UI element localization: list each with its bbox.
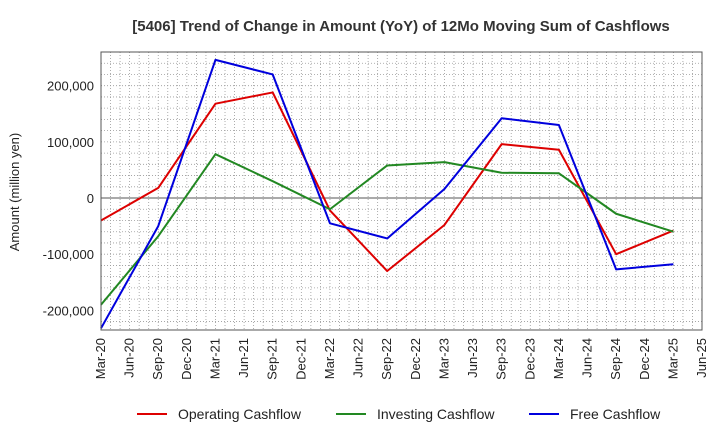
x-tick-label: Dec-23 bbox=[522, 338, 537, 380]
x-tick-label: Jun-24 bbox=[580, 338, 595, 378]
y-axis-label: Amount (million yen) bbox=[7, 133, 22, 252]
series-line-free-cashflow bbox=[100, 58, 674, 329]
x-tick-label: Mar-25 bbox=[665, 338, 680, 379]
x-tick-label: Dec-21 bbox=[293, 338, 308, 380]
x-tick-label: Mar-21 bbox=[207, 338, 222, 379]
x-tick-label: Dec-22 bbox=[408, 338, 423, 380]
x-tick-label: Mar-23 bbox=[436, 338, 451, 379]
x-tick-label: Dec-24 bbox=[637, 338, 652, 380]
y-tick-label: -200,000 bbox=[43, 303, 94, 318]
y-tick-labels: -200,000 -100,000 0 100,000 200,000 bbox=[43, 79, 94, 319]
x-tick-label: Jun-22 bbox=[351, 338, 366, 378]
grid-layer bbox=[100, 51, 703, 330]
x-tick-label: Jun-25 bbox=[694, 338, 709, 378]
series-line-investing-cashflow bbox=[100, 153, 674, 306]
series-line-operating-cashflow bbox=[100, 91, 674, 273]
x-tick-label: Sep-23 bbox=[494, 338, 509, 380]
x-tick-label: Dec-20 bbox=[179, 338, 194, 380]
x-tick-label: Jun-23 bbox=[465, 338, 480, 378]
legend-label: Free Cashflow bbox=[570, 406, 661, 422]
x-tick-labels: Mar-20 Jun-20 Sep-20 Dec-20 Mar-21 Jun-21 Sep-… bbox=[93, 338, 709, 380]
y-tick-label: 200,000 bbox=[47, 79, 94, 94]
plot-frame bbox=[100, 51, 703, 331]
y-tick-label: 0 bbox=[87, 191, 94, 206]
x-tick-label: Jun-21 bbox=[236, 338, 251, 378]
x-tick-label: Sep-21 bbox=[265, 338, 280, 380]
x-tick-label: Mar-20 bbox=[93, 338, 108, 379]
legend-label: Operating Cashflow bbox=[178, 406, 302, 422]
x-tick-label: Sep-22 bbox=[379, 338, 394, 380]
x-tick-label: Jun-20 bbox=[122, 338, 137, 378]
x-tick-label: Sep-20 bbox=[150, 338, 165, 380]
x-tick-label: Mar-24 bbox=[551, 338, 566, 379]
y-tick-label: 100,000 bbox=[47, 135, 94, 150]
x-tick-label: Sep-24 bbox=[608, 338, 623, 380]
y-tick-label: -100,000 bbox=[43, 247, 94, 262]
series-layer bbox=[100, 58, 674, 329]
x-tick-label: Mar-22 bbox=[322, 338, 337, 379]
legend-label: Investing Cashflow bbox=[377, 406, 495, 422]
chart-title: [5406] Trend of Change in Amount (YoY) o… bbox=[132, 18, 670, 35]
legend: Operating Cashflow Investing Cashflow Free… bbox=[137, 406, 661, 422]
